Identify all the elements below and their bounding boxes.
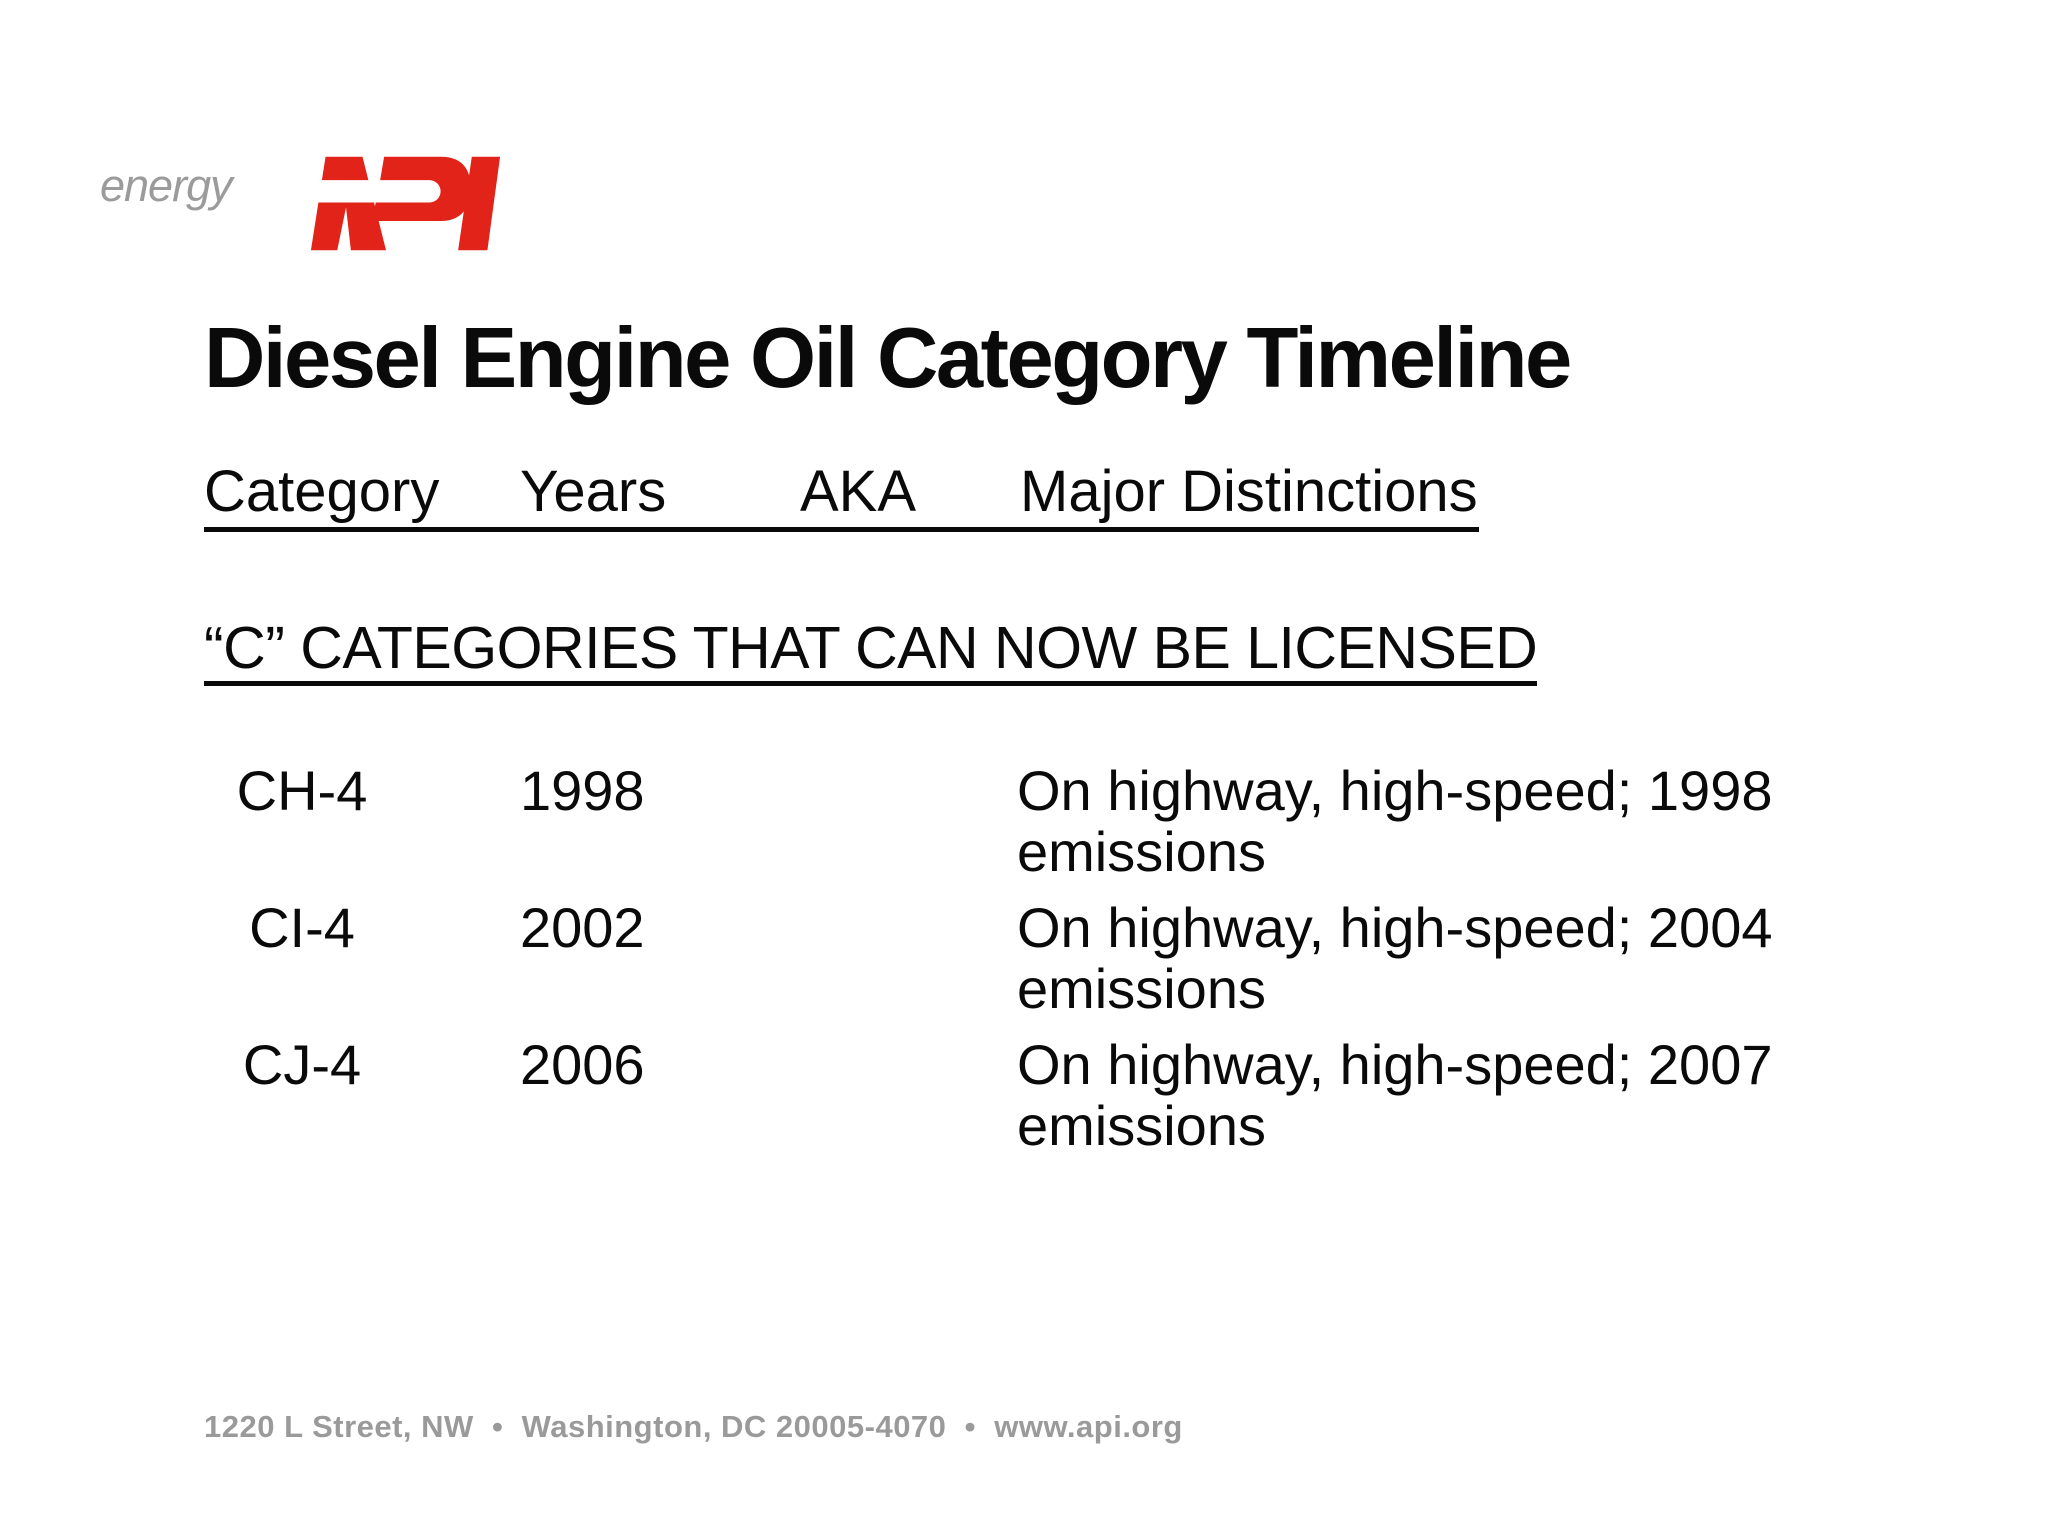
table-row: CJ-4 2006 On highway, high-speed; 2007 e…	[204, 1034, 1904, 1156]
category-cell: CH-4	[236, 759, 368, 822]
api-logo-icon	[298, 156, 501, 251]
header-years: Years	[520, 459, 667, 524]
years-cell: 2002	[520, 896, 645, 959]
category-table: CH-4 1998 On highway, high-speed; 1998 e…	[204, 760, 1904, 1171]
page-title: Diesel Engine Oil Category Timeline	[204, 311, 1572, 406]
table-header-row: Category Years AKA Major Distinctions	[204, 463, 1479, 532]
header-aka: AKA	[800, 459, 917, 524]
table-row: CI-4 2002 On highway, high-speed; 2004 e…	[204, 897, 1904, 1019]
major-distinctions-cell: On highway, high-speed; 2004 emissions	[1017, 896, 1773, 1020]
footer-address: 1220 L Street, NW • Washington, DC 20005…	[204, 1409, 1183, 1444]
years-cell: 1998	[520, 759, 645, 822]
table-row: CH-4 1998 On highway, high-speed; 1998 e…	[204, 760, 1904, 882]
years-cell: 2006	[520, 1033, 645, 1096]
section-heading: “C” CATEGORIES THAT CAN NOW BE LICENSED	[204, 619, 1538, 686]
energy-wordmark: energy	[100, 160, 233, 211]
api-energy-logo: energy API	[98, 145, 501, 265]
major-distinctions-cell: On highway, high-speed; 1998 emissions	[1017, 759, 1773, 883]
major-distinctions-cell: On highway, high-speed; 2007 emissions	[1017, 1033, 1773, 1157]
api-wordmark-text: API	[98, 145, 99, 146]
header-category: Category	[204, 459, 440, 524]
category-cell: CI-4	[249, 896, 355, 959]
header-major-distinctions: Major Distinctions	[1020, 459, 1478, 524]
category-cell: CJ-4	[242, 1033, 362, 1096]
